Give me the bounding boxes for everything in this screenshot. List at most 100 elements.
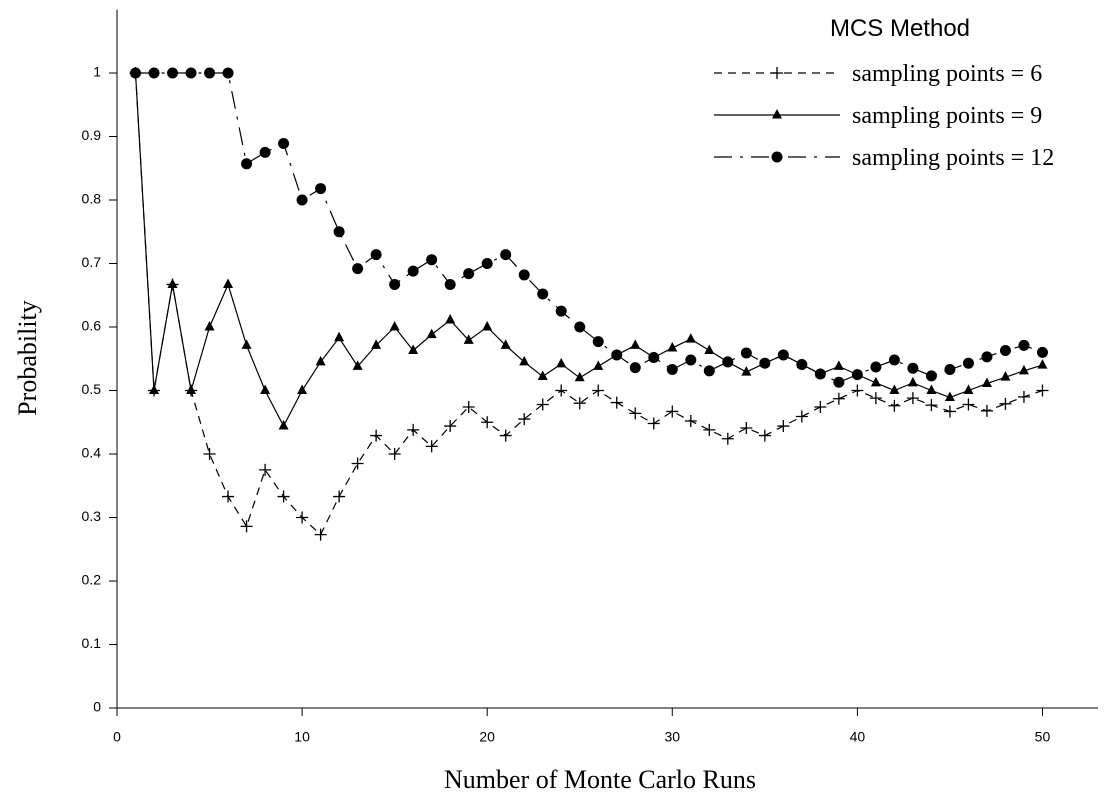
marker [981,377,992,388]
y-tick-label: 0.2 [82,572,102,588]
marker [149,384,160,394]
marker [370,249,382,261]
marker [771,67,783,79]
marker [130,67,142,79]
marker [296,194,308,206]
marker [851,369,863,381]
marker [519,355,530,366]
marker [260,384,271,394]
marker [1018,339,1030,351]
marker [943,405,956,418]
marker [1037,359,1048,369]
marker [407,423,420,436]
marker [259,463,272,476]
marker [907,376,918,387]
marker [537,288,549,300]
marker [167,278,178,288]
marker [777,420,790,433]
marker [278,420,289,430]
marker [833,360,844,370]
x-axis-label: Number of Monte Carlo Runs [444,765,756,794]
marker [315,183,327,195]
marker [315,355,326,366]
marker [462,401,475,414]
marker [296,511,309,524]
marker [721,432,734,445]
marker [944,364,956,376]
marker [814,368,826,380]
marker [352,263,364,275]
y-axis-label: Probability [13,300,42,416]
marker [536,398,549,411]
marker [278,137,290,149]
marker [703,423,716,436]
marker [1036,346,1048,358]
y-tick-label: 0.3 [82,508,102,524]
marker [389,278,401,290]
y-tick-label: 0.7 [82,254,102,270]
marker [759,357,771,369]
marker [314,528,327,541]
legend-label: sampling points = 6 [852,61,1042,87]
marker [648,351,660,363]
marker [407,265,419,277]
marker [832,392,845,405]
marker [758,429,771,442]
marker [593,360,604,370]
marker [666,405,679,418]
marker [592,384,605,397]
marker [962,357,974,369]
marker [204,67,216,79]
marker [1017,390,1030,403]
marker [425,440,438,453]
marker [259,146,271,158]
marker [445,314,456,324]
marker [573,397,586,410]
y-tick-label: 0.1 [82,635,102,651]
x-tick-label: 50 [1035,729,1051,745]
marker [241,158,253,170]
marker [537,370,548,381]
marker [888,354,900,366]
marker [463,268,475,280]
y-tick-label: 1 [93,64,101,80]
marker [814,401,827,414]
marker [481,416,494,429]
marker [222,490,235,503]
marker [771,151,783,163]
marker [185,67,197,79]
marker [389,321,400,331]
marker [667,341,678,352]
y-tick-label: 0.5 [82,381,102,397]
marker [555,384,568,397]
marker [999,344,1011,356]
series-line [134,72,1043,536]
y-tick-label: 0.8 [82,191,102,207]
marker [574,371,585,382]
legend-title: MCS Method [830,15,970,42]
marker [1018,364,1029,375]
x-tick-label: 0 [113,729,121,745]
marker [925,370,937,382]
marker [926,384,937,394]
marker [630,339,641,349]
x-tick-label: 30 [664,729,680,745]
marker [297,384,308,394]
marker [999,397,1012,410]
marker [333,226,345,238]
marker [444,420,457,433]
marker [685,333,696,343]
marker [944,391,955,401]
x-tick-label: 20 [479,729,495,745]
marker [629,407,642,420]
marker [925,399,938,412]
marker [722,356,734,368]
marker [611,349,623,361]
marker [870,376,881,387]
marker [574,321,586,333]
marker [223,278,234,288]
x-tick-label: 10 [294,729,310,745]
marker [704,344,715,354]
